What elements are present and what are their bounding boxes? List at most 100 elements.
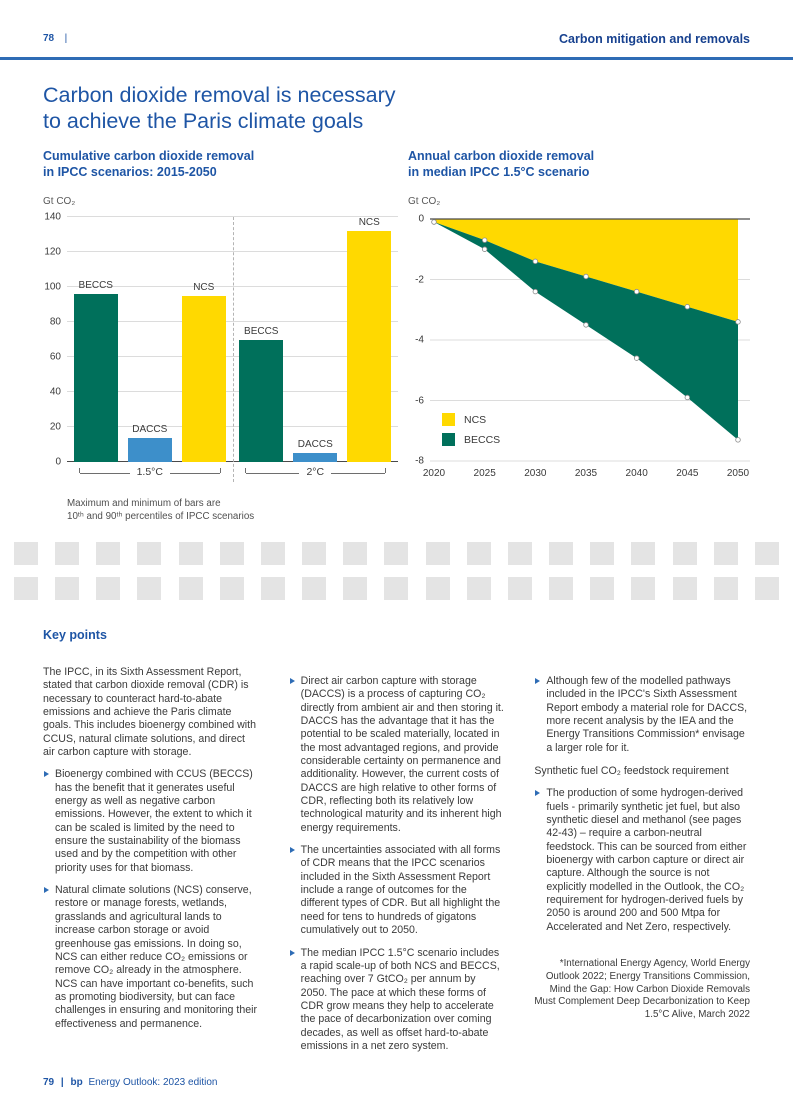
area-chart-xtick-label: 2020	[422, 468, 446, 480]
placeholder-square	[631, 576, 656, 600]
bar-chart-group-divider	[232, 217, 234, 483]
placeholder-square	[55, 541, 80, 565]
key-points-section: Key points The IPCC, in its Sixth Assess…	[43, 628, 750, 1053]
placeholder-square	[137, 541, 162, 565]
bracket-line	[169, 473, 220, 475]
bullet-item: Although few of the modelled pathways in…	[534, 675, 750, 755]
placeholder-square	[425, 541, 450, 565]
data-point-marker	[735, 319, 741, 325]
bar-chart-ytick-label: 20	[49, 421, 61, 433]
placeholder-square	[343, 576, 368, 600]
footer-page-number: 79	[43, 1077, 55, 1088]
bar-chart-title: Cumulative carbon dioxide removal in IPC…	[43, 149, 408, 180]
placeholder-square	[466, 576, 491, 600]
legend-item-beccs: BECCS	[442, 433, 501, 447]
legend-swatch	[442, 433, 455, 447]
area-chart-yaxis: 0 -2 -4 -6 -8	[408, 214, 430, 467]
placeholder-square	[260, 576, 285, 600]
page-title-line1: Carbon dioxide removal is necessary	[43, 83, 396, 107]
keypoints-column-1: The IPCC, in its Sixth Assessment Report…	[43, 666, 259, 1053]
bar-series-label: DACCS	[132, 423, 168, 435]
placeholder-square	[672, 576, 697, 600]
image-placeholder	[14, 541, 779, 600]
legend-label: BECCS	[464, 433, 501, 446]
area-chart-xtick-label: 2045	[676, 468, 699, 480]
placeholder-square	[631, 541, 656, 565]
area-chart-title-line1: Annual carbon dioxide removal	[408, 148, 595, 163]
bar-chart-ytick-label: 0	[55, 456, 61, 468]
bullet-text: Bioenergy combined with CCUS (BECCS) has…	[55, 768, 253, 874]
area-chart-section: Annual carbon dioxide removal in median …	[408, 149, 750, 524]
bar-2°C-BECCS: BECCS	[239, 326, 284, 463]
bar-chart-plot: 0 20 40 60 80 100 120 140 BECCS DACCS NCS BECCS DACC…	[44, 212, 398, 483]
placeholder-square	[507, 541, 532, 565]
footer-brand: bp	[70, 1077, 83, 1088]
bullet-text: Although few of the modelled pathways in…	[546, 674, 748, 754]
placeholder-square	[14, 576, 38, 600]
header-page-number: 78	[43, 33, 55, 44]
keypoints-column-2: Direct air carbon capture with storage (…	[289, 666, 505, 1053]
data-point-marker	[583, 322, 589, 328]
bullet-text: The production of some hydrogen-derived …	[546, 787, 747, 933]
bar-chart-ytick-label: 120	[44, 246, 61, 258]
bar-1.5°C-NCS: NCS	[181, 282, 226, 463]
column-subheading: Synthetic fuel CO₂ feedstock requirement	[534, 765, 729, 778]
bar-chart-gridline	[67, 216, 398, 218]
data-point-marker	[532, 289, 539, 295]
bar-series-label: BECCS	[78, 280, 113, 292]
area-chart-xtick-label: 2050	[726, 468, 750, 480]
placeholder-square	[343, 541, 368, 565]
area-chart-ytick-label: -2	[415, 274, 424, 286]
data-point-marker	[633, 289, 640, 295]
group-bracket: 1.5°C	[79, 466, 221, 479]
page-footer: 79 | bp Energy Outlook: 2023 edition	[43, 1077, 217, 1088]
bracket-line	[80, 473, 130, 475]
area-chart-title-line2: in median IPCC 1.5°C scenario	[408, 164, 590, 179]
bullet-item: Bioenergy combined with CCUS (BECCS) has…	[43, 768, 259, 875]
data-point-marker	[684, 304, 691, 310]
placeholder-square	[302, 576, 327, 600]
bullet-arrow-icon	[289, 949, 295, 956]
area-chart-unit-label: Gt CO₂	[408, 196, 441, 208]
bullet-arrow-icon	[535, 677, 541, 684]
key-points-columns: The IPCC, in its Sixth Assessment Report…	[43, 666, 750, 1053]
placeholder-square	[754, 541, 779, 565]
bar-chart-ytick-label: 60	[49, 351, 61, 363]
placeholder-square	[549, 541, 574, 565]
placeholder-square	[55, 576, 80, 600]
page-title: Carbon dioxide removal is necessary to a…	[43, 82, 750, 135]
placeholder-square	[672, 541, 697, 565]
bracket-tick	[244, 468, 246, 474]
bracket-line	[331, 473, 385, 475]
key-points-heading: Key points	[43, 627, 107, 642]
area-chart-xtick-label: 2030	[524, 468, 547, 480]
placeholder-square	[219, 576, 244, 600]
data-point-marker	[481, 237, 488, 243]
bullet-item: The median IPCC 1.5°C scenario includes …	[289, 947, 505, 1054]
ncs-area	[434, 219, 738, 322]
bar-series-label: DACCS	[297, 439, 333, 451]
bullet-text: The uncertainties associated with all fo…	[300, 844, 501, 937]
placeholder-row	[14, 541, 779, 565]
group-label: 1.5°C	[136, 466, 163, 479]
bar-2°C-NCS: NCS	[347, 217, 392, 463]
area-chart-legend: NCS BECCS	[442, 406, 501, 447]
bullet-item: Natural climate solutions (NCS) conserve…	[43, 884, 259, 1031]
area-chart-xtick-label: 2040	[625, 468, 648, 480]
bullet-arrow-icon	[535, 790, 541, 797]
bracket-line	[245, 473, 300, 475]
placeholder-square	[507, 576, 532, 600]
bar-chart-group-axis: 1.5°C	[67, 466, 233, 486]
placeholder-square	[219, 541, 244, 565]
placeholder-square	[713, 576, 738, 600]
keypoints-column-3: Although few of the modelled pathways in…	[534, 666, 750, 1053]
area-chart-xaxis: 2020 2025 2030 2035 2040 2045 2050	[423, 468, 750, 484]
bracket-tick	[79, 468, 80, 474]
placeholder-row	[14, 576, 779, 600]
placeholder-square	[96, 541, 121, 565]
charts-row: Cumulative carbon dioxide removal in IPC…	[43, 149, 750, 524]
bar-1.5°C-DACCS: DACCS	[127, 424, 172, 463]
bracket-tick	[385, 468, 386, 474]
bar-chart-ytick-label: 40	[49, 386, 61, 398]
